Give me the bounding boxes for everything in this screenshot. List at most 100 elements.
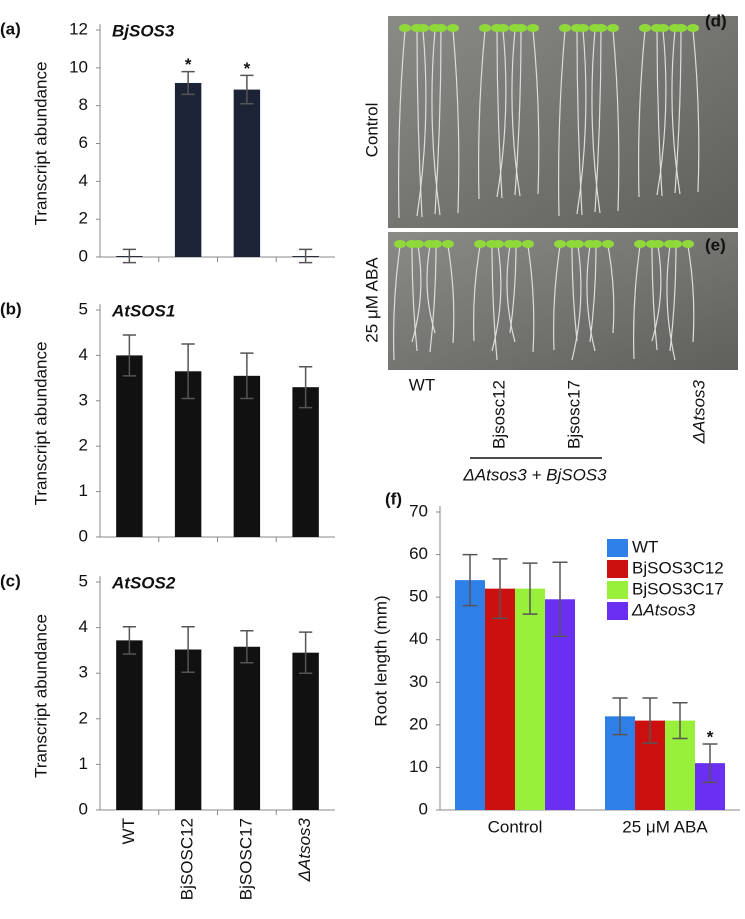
root (558, 29, 566, 217)
root (411, 245, 418, 352)
leaf (559, 24, 571, 32)
chart-title: AtSOS1 (111, 301, 175, 320)
root (671, 29, 681, 195)
y-axis-label: Transcript abundance (31, 62, 50, 226)
x-tick-label: BjSOSC12 (178, 818, 197, 900)
group-label: ΔAtsos3 + BjSOS3 (462, 465, 607, 484)
y-tick-label: 2 (79, 436, 88, 455)
legend-label: BjSOS3C12 (632, 558, 724, 577)
leaf (602, 240, 614, 248)
leaf (522, 240, 534, 248)
panel-label: (b) (0, 299, 22, 318)
error-bar (299, 248, 313, 264)
root (478, 29, 486, 200)
significance: * (185, 55, 192, 74)
legend-label: BjSOS3C17 (632, 579, 724, 598)
leaf (607, 24, 619, 32)
legend-label: ΔAtsos3 (631, 600, 696, 619)
leaf (590, 240, 602, 248)
error-bar (181, 625, 195, 674)
root (651, 245, 658, 351)
error-bar (240, 630, 254, 664)
error-bar (642, 697, 658, 744)
error-bar (702, 743, 718, 784)
line-label: Bjsosc17 (564, 380, 583, 449)
root (431, 29, 441, 216)
panel-label: (c) (0, 571, 21, 590)
root (452, 29, 460, 214)
root (589, 245, 597, 343)
x-tick-label: BjSOSC17 (236, 818, 255, 900)
root (692, 29, 700, 193)
root (411, 245, 422, 343)
root (607, 245, 615, 334)
y-tick-label: 0 (419, 799, 428, 818)
root (669, 245, 677, 352)
root (506, 245, 516, 343)
root (571, 245, 578, 342)
root (447, 245, 455, 344)
leaf (442, 240, 454, 248)
leaf (417, 24, 429, 32)
y-tick-label: 4 (79, 171, 88, 190)
leaf (394, 240, 406, 248)
y-tick-label: 6 (79, 133, 88, 152)
legend-swatch (607, 539, 628, 557)
root (553, 245, 561, 351)
y-tick-label: 0 (79, 799, 88, 818)
error-bar (462, 553, 478, 607)
chart-title: BjSOS3 (112, 21, 175, 40)
leaf (399, 24, 411, 32)
error-bar (492, 558, 508, 620)
error-bar (122, 625, 136, 655)
root (393, 245, 401, 361)
row-label: 25 μM ABA (362, 257, 381, 343)
root (496, 29, 503, 199)
error-bar (122, 248, 136, 264)
legend-swatch (607, 560, 628, 578)
error-bar (552, 561, 568, 638)
error-bar (240, 74, 254, 105)
root (496, 29, 507, 198)
root (656, 29, 667, 196)
root (398, 29, 406, 219)
error-bar (299, 631, 313, 674)
root (532, 29, 540, 195)
root (514, 29, 522, 196)
leaf (675, 24, 687, 32)
leaf (497, 24, 509, 32)
root (674, 29, 682, 194)
y-tick-label: 1 (79, 754, 88, 773)
legend-label: WT (632, 537, 658, 556)
y-tick-label: 5 (79, 571, 88, 590)
leaf (435, 24, 447, 32)
y-tick-label: 30 (409, 672, 428, 691)
root (527, 245, 535, 353)
bar (116, 355, 143, 537)
y-tick-label: 1 (79, 481, 88, 500)
y-axis-label: Transcript abundance (31, 614, 50, 778)
line-label: WT (409, 375, 435, 394)
bar (455, 580, 485, 810)
leaf (474, 240, 486, 248)
row-label: Control (362, 103, 381, 158)
leaf (639, 24, 651, 32)
root (491, 245, 502, 352)
root (509, 245, 517, 334)
leaf (527, 24, 539, 32)
leaf (515, 24, 527, 32)
roots (393, 24, 700, 361)
legend-swatch (607, 602, 628, 620)
bar (515, 588, 545, 810)
bar (292, 387, 319, 537)
error-bar (181, 70, 195, 96)
line-label: ΔAtsos3 (689, 379, 708, 444)
leaf (657, 24, 669, 32)
root (612, 29, 620, 212)
leaf (510, 240, 522, 248)
y-tick-label: 2 (79, 708, 88, 727)
leaf (492, 240, 504, 248)
y-tick-label: 3 (79, 390, 88, 409)
root (576, 29, 587, 215)
